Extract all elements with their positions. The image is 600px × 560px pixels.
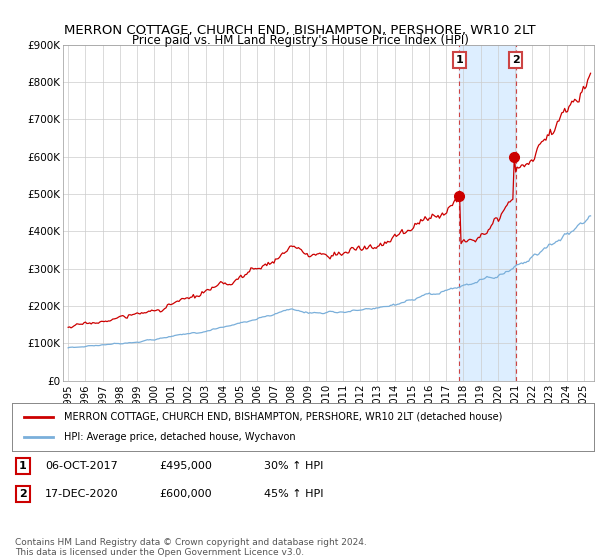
Text: MERRON COTTAGE, CHURCH END, BISHAMPTON, PERSHORE, WR10 2LT (detached house): MERRON COTTAGE, CHURCH END, BISHAMPTON, …: [64, 412, 503, 422]
Text: HPI: Average price, detached house, Wychavon: HPI: Average price, detached house, Wych…: [64, 432, 296, 442]
Text: 30% ↑ HPI: 30% ↑ HPI: [264, 461, 323, 471]
Text: £600,000: £600,000: [159, 489, 212, 499]
Text: 2: 2: [19, 489, 26, 499]
Text: 17-DEC-2020: 17-DEC-2020: [45, 489, 119, 499]
Text: 06-OCT-2017: 06-OCT-2017: [45, 461, 118, 471]
Text: MERRON COTTAGE, CHURCH END, BISHAMPTON, PERSHORE, WR10 2LT: MERRON COTTAGE, CHURCH END, BISHAMPTON, …: [64, 24, 536, 38]
Text: 2: 2: [512, 55, 520, 65]
Text: 1: 1: [455, 55, 463, 65]
Bar: [460, 45, 516, 381]
Text: Price paid vs. HM Land Registry's House Price Index (HPI): Price paid vs. HM Land Registry's House …: [131, 34, 469, 47]
Text: £495,000: £495,000: [159, 461, 212, 471]
Text: 1: 1: [19, 461, 26, 471]
Text: Contains HM Land Registry data © Crown copyright and database right 2024.
This d: Contains HM Land Registry data © Crown c…: [15, 538, 367, 557]
Text: 45% ↑ HPI: 45% ↑ HPI: [264, 489, 323, 499]
